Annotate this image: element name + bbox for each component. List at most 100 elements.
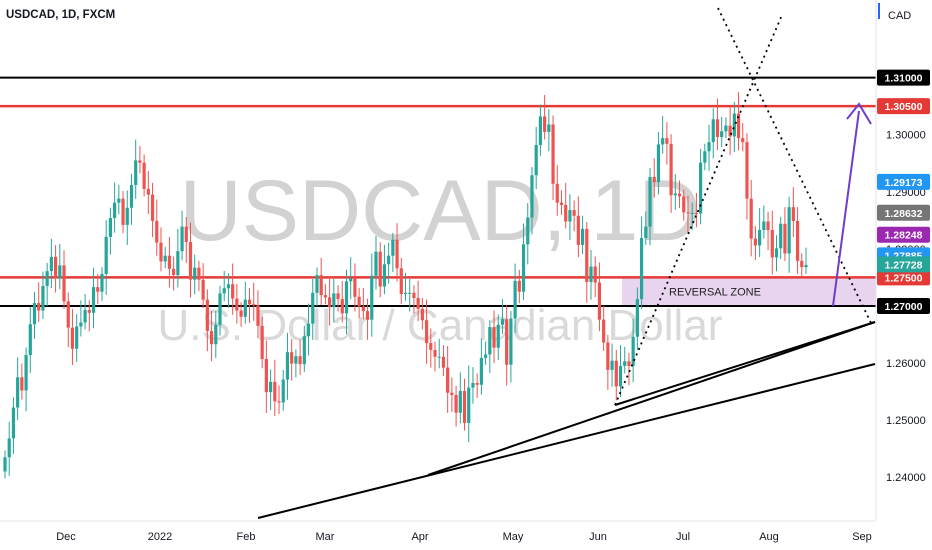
candle-body[interactable] (159, 242, 163, 262)
candle-body[interactable] (7, 438, 11, 458)
candle-body[interactable] (787, 207, 791, 254)
candle-body[interactable] (758, 230, 762, 246)
candle-body[interactable] (458, 390, 462, 413)
candle-body[interactable] (20, 377, 24, 391)
candle-body[interactable] (593, 266, 597, 283)
symbol-header[interactable]: USDCAD, 1D, FXCM (6, 9, 115, 21)
candle-body[interactable] (741, 138, 745, 143)
candle-body[interactable] (32, 303, 37, 325)
candle-body[interactable] (45, 271, 49, 286)
candle-body[interactable] (454, 394, 458, 413)
candle-body[interactable] (361, 306, 365, 312)
candle-body[interactable] (467, 387, 471, 423)
candle-body[interactable] (302, 336, 306, 365)
candle-body[interactable] (100, 273, 104, 292)
candle-body[interactable] (319, 275, 323, 296)
candle-body[interactable] (677, 193, 682, 197)
candle-body[interactable] (382, 264, 387, 287)
candle-body[interactable] (252, 304, 256, 306)
candle-body[interactable] (572, 210, 576, 216)
candle-body[interactable] (328, 297, 332, 308)
candle-body[interactable] (214, 324, 218, 345)
candle-body[interactable] (500, 319, 505, 325)
candle-body[interactable] (543, 116, 547, 132)
candle-body[interactable] (108, 218, 112, 237)
candle-body[interactable] (509, 318, 513, 365)
candle-body[interactable] (576, 215, 580, 245)
candle-body[interactable] (669, 143, 673, 196)
candle-body[interactable] (462, 390, 467, 423)
candle-body[interactable] (736, 113, 741, 139)
candle-body[interactable] (91, 287, 96, 313)
candle-body[interactable] (728, 125, 732, 137)
candle-body[interactable] (62, 265, 66, 302)
candle-body[interactable] (450, 392, 454, 395)
candle-body[interactable] (3, 457, 7, 472)
candle-body[interactable] (16, 377, 20, 408)
candle-body[interactable] (58, 265, 62, 279)
candle-body[interactable] (222, 288, 226, 294)
candle-body[interactable] (344, 281, 349, 314)
candle-body[interactable] (391, 239, 395, 256)
candle-body[interactable] (323, 295, 327, 298)
candle-body[interactable] (479, 357, 483, 385)
candle-body[interactable] (521, 244, 526, 292)
candle-body[interactable] (526, 217, 530, 245)
candle-body[interactable] (49, 256, 53, 272)
candle-body[interactable] (193, 267, 197, 280)
candle-body[interactable] (437, 356, 441, 358)
candle-body[interactable] (484, 354, 488, 358)
candle-body[interactable] (180, 226, 184, 252)
candle-body[interactable] (306, 323, 311, 337)
candle-body[interactable] (201, 279, 205, 300)
candle-body[interactable] (724, 125, 728, 132)
candle-body[interactable] (547, 124, 551, 132)
trendline-support-lower[interactable] (257, 363, 876, 519)
candle-body[interactable] (753, 238, 758, 246)
candle-body[interactable] (357, 296, 361, 307)
candle-body[interactable] (378, 251, 382, 287)
candle-body[interactable] (146, 188, 150, 195)
candle-body[interactable] (285, 352, 290, 380)
candle-body[interactable] (745, 142, 749, 199)
candle-body[interactable] (125, 207, 129, 225)
candle-body[interactable] (83, 309, 87, 323)
candle-body[interactable] (673, 193, 677, 196)
candle-body[interactable] (694, 212, 698, 214)
candle-body[interactable] (471, 383, 475, 388)
candle-body[interactable] (559, 202, 564, 205)
candle-body[interactable] (766, 221, 770, 231)
candle-body[interactable] (70, 327, 75, 349)
candle-body[interactable] (610, 360, 614, 370)
candle-body[interactable] (188, 242, 193, 280)
candle-body[interactable] (239, 310, 243, 317)
time-axis[interactable]: Dec 2022 Feb Mar Apr May Jun Jul Aug Sep (56, 531, 872, 543)
candle-body[interactable] (707, 142, 711, 152)
candle-body[interactable] (113, 202, 117, 219)
candle-body[interactable] (349, 278, 353, 282)
candle-body[interactable] (134, 160, 138, 185)
candle-body[interactable] (395, 239, 399, 269)
candle-body[interactable] (226, 284, 231, 289)
candle-body[interactable] (264, 359, 268, 393)
candle-body[interactable] (513, 280, 517, 319)
candle-body[interactable] (11, 407, 16, 439)
candle-body[interactable] (403, 292, 408, 294)
candle-body[interactable] (597, 282, 602, 320)
candle-body[interactable] (496, 324, 500, 348)
candle-body[interactable] (644, 226, 648, 239)
candle-body[interactable] (665, 138, 669, 144)
candle-body[interactable] (294, 356, 298, 364)
candle-body[interactable] (142, 162, 146, 189)
candle-body[interactable] (315, 275, 319, 293)
candle-body[interactable] (686, 212, 690, 214)
candle-body[interactable] (652, 176, 656, 183)
candle-body[interactable] (370, 275, 374, 320)
candle-body[interactable] (774, 248, 779, 258)
candle-body[interactable] (800, 260, 804, 268)
candle-body[interactable] (791, 207, 795, 221)
candle-body[interactable] (387, 255, 391, 265)
candle-body[interactable] (75, 326, 79, 349)
candle-body[interactable] (635, 299, 639, 337)
